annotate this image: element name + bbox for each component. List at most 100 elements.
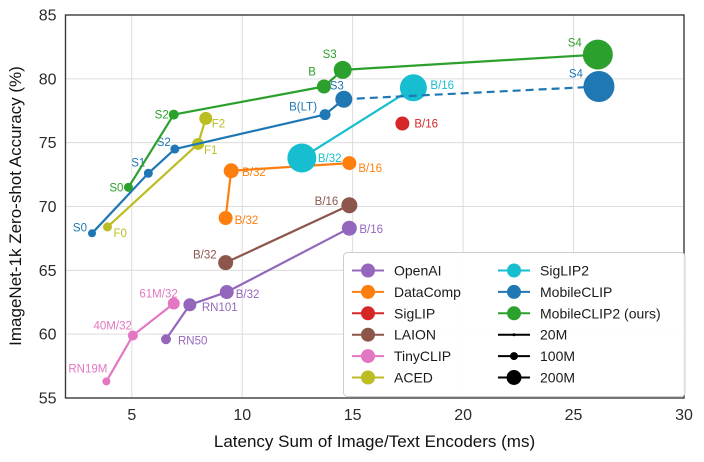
series-line-laion — [225, 204, 350, 264]
x-axis-label: Latency Sum of Image/Text Encoders (ms) — [213, 432, 536, 451]
legend-item-label: MobileCLIP — [540, 284, 612, 300]
data-point-s2 — [168, 109, 179, 120]
x-tick-label: 20 — [454, 407, 472, 424]
y-tick-label: 80 — [39, 71, 57, 88]
x-tick-label: 15 — [344, 407, 362, 424]
series-line-openai — [226, 227, 350, 294]
series-line-tinyclip — [105, 334, 134, 382]
legend-item-label: 200M — [540, 370, 575, 386]
point-label: F0 — [113, 228, 126, 240]
y-tick-label: 65 — [39, 263, 57, 280]
legend-color-marker — [361, 349, 375, 364]
point-label: S3 — [330, 80, 344, 92]
legend-color-marker — [361, 370, 375, 385]
legend-size-marker — [512, 333, 516, 337]
data-point-s3 — [335, 90, 353, 108]
series-line-datacomp — [224, 170, 233, 219]
legend-color-marker — [507, 306, 521, 321]
legend-color-marker — [507, 263, 521, 278]
legend-color-marker — [361, 263, 375, 278]
point-label: RN101 — [202, 302, 238, 314]
legend-item-label: 100M — [540, 348, 575, 364]
legend-item-label: OpenAI — [394, 263, 441, 279]
legend-color-marker — [507, 284, 521, 299]
data-point-b-32 — [287, 143, 317, 173]
data-point-rn19m — [102, 377, 111, 386]
y-tick-label: 60 — [39, 327, 57, 344]
legend-color-marker — [361, 284, 375, 299]
data-point-b-16 — [341, 220, 357, 236]
y-axis-label: ImageNet-1k Zero-shot Accuracy (%) — [6, 66, 25, 346]
legend-item-label: 20M — [540, 327, 567, 343]
series-line-mobileclip — [91, 172, 150, 235]
data-point-b-32 — [219, 285, 234, 300]
point-label: B(LT) — [289, 102, 317, 114]
legend-item-label: ACED — [394, 370, 433, 386]
series-line-mobileclip2-ours- — [127, 113, 175, 188]
legend-item-label: SigLIP — [394, 305, 435, 321]
point-label: B/32 — [193, 250, 217, 262]
data-point-b-32 — [223, 163, 239, 179]
legend-item-label: DataComp — [394, 284, 461, 300]
legend-item-label: LAION — [394, 327, 436, 343]
series-line-mobileclip2-ours- — [342, 53, 598, 71]
point-label: S4 — [568, 38, 583, 50]
legend-item-label: MobileCLIP2 (ours) — [540, 305, 661, 321]
x-tick-label: 30 — [675, 407, 693, 424]
data-point-s2 — [170, 144, 180, 154]
data-point-s4 — [583, 70, 615, 102]
point-label: B/16 — [430, 80, 454, 92]
plot-border — [64, 14, 685, 399]
point-label: F2 — [212, 118, 225, 130]
x-tick-label: 5 — [127, 407, 136, 424]
data-point-b-32 — [218, 255, 234, 271]
point-label: S0 — [73, 222, 87, 234]
legend-size-marker — [510, 352, 518, 361]
legend-box — [343, 252, 686, 397]
x-tick-label: 25 — [565, 407, 583, 424]
point-label: S4 — [569, 68, 584, 80]
point-label: 40M/32 — [94, 320, 132, 332]
point-label: B/32 — [318, 153, 342, 165]
point-label: F1 — [204, 145, 217, 157]
point-label: S3 — [323, 49, 337, 61]
data-point-40m-32 — [127, 330, 138, 341]
point-label: RN19M — [68, 363, 107, 375]
y-tick-label: 85 — [39, 8, 57, 25]
data-point-61m-32 — [167, 297, 180, 310]
series-line-mobileclip — [147, 148, 176, 175]
point-label: B/16 — [414, 119, 438, 131]
data-point-f0 — [102, 222, 112, 232]
x-tick-label: 10 — [233, 407, 251, 424]
legend-item-label: TinyCLIP — [394, 348, 451, 364]
point-label: B/16 — [358, 163, 382, 175]
data-point-b-lt- — [319, 109, 331, 121]
y-tick-label: 55 — [39, 391, 57, 408]
series-line-mobileclip — [343, 85, 600, 101]
data-point-b-32 — [218, 210, 233, 225]
point-label: B/32 — [236, 289, 260, 301]
data-point-s4 — [582, 39, 613, 70]
point-label: S2 — [155, 110, 169, 122]
series-line-siglip2 — [301, 86, 414, 159]
data-point-rn101 — [183, 298, 197, 312]
y-tick-label: 75 — [39, 135, 57, 152]
point-label: B/32 — [242, 167, 266, 179]
point-label: B — [308, 66, 316, 78]
point-label: B/32 — [235, 215, 259, 227]
point-label: 61M/32 — [139, 289, 177, 301]
point-label: S0 — [109, 182, 123, 194]
point-label: S2 — [157, 137, 171, 149]
legend-color-marker — [361, 306, 375, 321]
series-line-openai — [165, 304, 191, 340]
point-label: B/16 — [359, 224, 383, 236]
y-tick-label: 70 — [39, 199, 57, 216]
series-line-tinyclip — [132, 302, 175, 337]
legend-item-label: SigLIP2 — [540, 263, 589, 279]
data-point-f2 — [199, 111, 213, 125]
series-line-aced — [106, 143, 199, 228]
series-line-mobileclip2-ours- — [173, 85, 325, 116]
data-point-rn50 — [161, 334, 172, 345]
data-point-s1 — [143, 168, 153, 178]
